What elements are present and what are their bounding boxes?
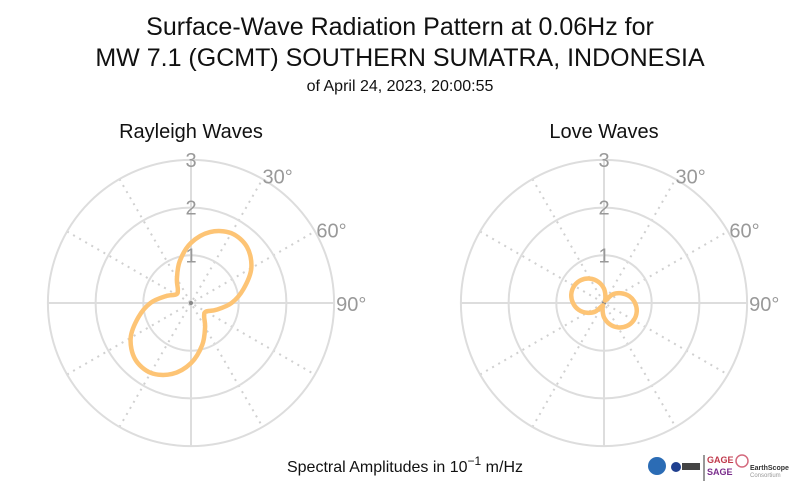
radial-gridline: [142, 254, 240, 352]
angle-tick-label: 90°: [749, 294, 779, 316]
polar-plot-rayleigh: Rayleigh Waves 1 2 3 30° 60° 90°: [46, 121, 366, 448]
angle-tick-label: 30°: [263, 167, 293, 189]
angle-tick-label: 30°: [676, 167, 706, 189]
polar-plot-love: Love Waves 1 2 3 30° 60° 90°: [459, 121, 779, 448]
gage-logo-text: GAGE: [707, 455, 734, 465]
x-label-exponent: −1: [468, 454, 482, 468]
x-label-suffix: m/Hz: [481, 459, 523, 476]
angle-tick-label: 90°: [336, 294, 366, 316]
origin-point: [189, 301, 193, 305]
sponsor-logos: GAGE SAGE EarthScope Consortium: [648, 454, 789, 481]
angle-tick-label: 60°: [729, 220, 759, 242]
nsf-logo: [648, 457, 666, 475]
radial-gridline: [507, 206, 701, 400]
radial-tick-label: 3: [185, 150, 196, 172]
radial-tick-label: 2: [185, 198, 196, 220]
sage-logo-text: SAGE: [707, 467, 733, 477]
plot-title: Love Waves: [549, 121, 658, 143]
nasa-logo: [671, 462, 681, 472]
radial-tick-label: 1: [598, 245, 609, 267]
figure-title-line1: Surface-Wave Radiation Pattern at 0.06Hz…: [146, 13, 654, 41]
figure-subtitle: of April 24, 2023, 20:00:55: [307, 78, 494, 95]
plot-title: Rayleigh Waves: [119, 121, 263, 143]
earthscope-logo-text: EarthScope: [750, 465, 789, 472]
radial-tick-label: 3: [598, 150, 609, 172]
earthscope-logo-mark: [735, 454, 749, 468]
angle-tick-label: 60°: [316, 220, 346, 242]
usgs-logo: [682, 463, 700, 470]
x-axis-label: Spectral Amplitudes in 10−1 m/Hz: [287, 454, 523, 476]
radial-gridline: [94, 206, 288, 400]
radial-gridline: [46, 158, 336, 448]
radial-gridline: [555, 254, 653, 352]
radial-gridline: [459, 158, 749, 448]
radial-tick-label: 2: [598, 198, 609, 220]
consortium-logo-text: Consortium: [750, 473, 781, 479]
x-label-prefix: Spectral Amplitudes in 10: [287, 459, 468, 476]
figure-title-line2: MW 7.1 (GCMT) SOUTHERN SUMATRA, INDONESI…: [95, 44, 705, 72]
radial-tick-label: 1: [185, 245, 196, 267]
